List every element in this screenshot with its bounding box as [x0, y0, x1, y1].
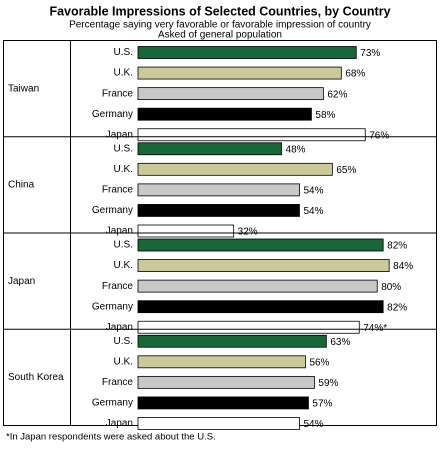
bar [137, 320, 360, 334]
value-label: 76% [369, 130, 389, 141]
value-label: 65% [336, 165, 356, 176]
footnote: *In Japan respondents were asked about t… [6, 432, 216, 443]
category-label: Japan [106, 418, 133, 429]
bar [137, 355, 306, 369]
value-label: 58% [315, 110, 335, 121]
category-label: Germany [92, 301, 133, 312]
bar [137, 396, 309, 410]
bar [137, 375, 315, 389]
value-label: 48% [286, 144, 306, 155]
category-label: Germany [92, 205, 133, 216]
category-label: France [102, 88, 134, 99]
category-label: U.K. [114, 260, 133, 271]
bar [137, 128, 366, 142]
category-label: Japan [106, 226, 133, 237]
category-label: U.K. [114, 164, 133, 175]
bar [137, 259, 390, 272]
category-label: U.S. [114, 47, 133, 58]
value-label: 54% [303, 186, 323, 197]
category-label: France [102, 185, 134, 196]
bar [137, 238, 384, 252]
bar [137, 300, 384, 314]
category-label: U.K. [114, 356, 133, 367]
category-label: France [102, 281, 134, 292]
chart-title: Favorable Impressions of Selected Countr… [49, 4, 390, 18]
category-label: Japan [106, 129, 133, 140]
value-label: 54% [303, 419, 323, 430]
category-label: Germany [92, 398, 133, 409]
category-label: U.S. [114, 336, 133, 347]
panel-label: South Korea [8, 372, 64, 383]
chart-subtitle: Percentage saying very favorable or favo… [69, 20, 371, 31]
value-label: 80% [381, 282, 401, 293]
value-label: 54% [303, 206, 323, 217]
category-label: U.K. [114, 68, 133, 79]
bar [137, 204, 300, 217]
category-label: Germany [92, 109, 133, 120]
value-label: 74%* [363, 323, 387, 334]
bar [137, 279, 378, 293]
bar [137, 334, 327, 348]
panel-label: China [8, 180, 35, 191]
value-label: 56% [309, 357, 329, 368]
category-label: France [102, 377, 134, 388]
bar [137, 224, 235, 238]
panel-label: Taiwan [8, 83, 39, 94]
value-label: 82% [387, 241, 407, 252]
bar [137, 107, 312, 121]
value-label: 32% [238, 227, 258, 238]
panel-label: Japan [8, 276, 35, 287]
value-label: 63% [330, 337, 350, 348]
bar [137, 417, 300, 430]
bar [137, 66, 342, 80]
bar [137, 162, 333, 176]
value-label: 73% [360, 48, 380, 59]
value-label: 57% [312, 399, 332, 410]
bar [137, 87, 324, 101]
bar [137, 142, 282, 156]
bar [137, 46, 357, 59]
bar [137, 183, 300, 197]
chart-subtitle: Asked of general population [158, 30, 282, 41]
value-label: 62% [327, 89, 347, 100]
value-label: 84% [393, 261, 413, 272]
category-label: Japan [106, 322, 133, 333]
value-label: 68% [345, 69, 365, 80]
category-label: U.S. [114, 143, 133, 154]
value-label: 82% [387, 302, 407, 313]
value-label: 59% [318, 378, 338, 389]
category-label: U.S. [114, 240, 133, 251]
